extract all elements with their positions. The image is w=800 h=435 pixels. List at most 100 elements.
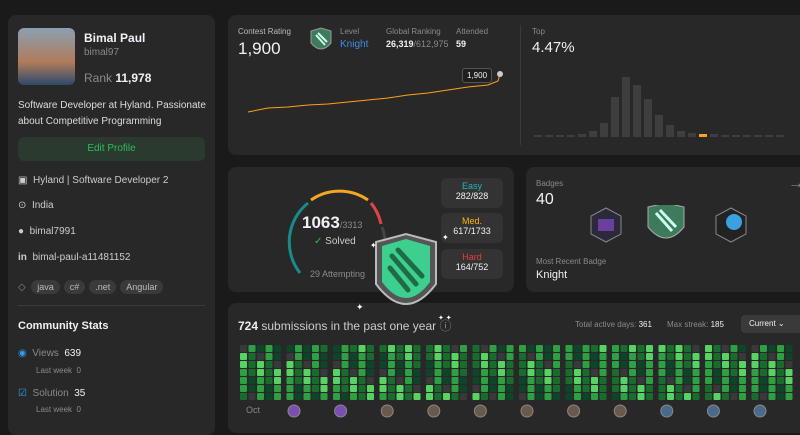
heatmap-cell	[286, 345, 294, 352]
heatmap-cell	[506, 385, 514, 392]
heatmap-cell	[692, 377, 700, 384]
github[interactable]: ● bimal7991	[18, 226, 76, 237]
heatmap-cell	[498, 361, 505, 368]
heatmap-cell	[739, 385, 746, 392]
active-value: 361	[638, 320, 652, 329]
heatmap-cell	[320, 393, 328, 400]
heatmap-cell	[599, 353, 607, 360]
heatmap-cell	[620, 385, 628, 392]
max-streak: Max streak: 185	[667, 320, 724, 329]
heatmap-cell	[489, 361, 497, 368]
heatmap-cell	[705, 361, 712, 368]
histogram-bar	[578, 134, 586, 137]
heatmap-cell	[341, 361, 349, 368]
linkedin[interactable]: in bimal-paul-a11481152	[18, 252, 131, 263]
heatmap-cell	[405, 385, 412, 392]
location: ⊙ India	[18, 200, 54, 211]
heatmap-cell	[684, 353, 691, 360]
histogram-bar	[556, 135, 564, 137]
edit-profile-button[interactable]: Edit Profile	[18, 137, 205, 161]
heatmap-cell	[489, 393, 497, 400]
heatmap-cell	[768, 353, 776, 360]
heatmap-cell	[320, 377, 328, 384]
heatmap-cell	[265, 369, 273, 376]
heatmap-cell	[426, 361, 433, 368]
heatmap-cell	[527, 393, 535, 400]
heatmap-cell	[286, 393, 294, 400]
heatmap-cell	[265, 353, 273, 360]
heatmap-cell	[379, 361, 387, 368]
heatmap-cell	[553, 385, 560, 392]
heatmap-cell	[240, 377, 247, 384]
month-badge	[520, 404, 534, 418]
heatmap-cell	[544, 369, 552, 376]
heatmap-cell	[612, 393, 619, 400]
heatmap-cell	[527, 353, 535, 360]
heatmap-cell	[303, 393, 311, 400]
heatmap-cell	[405, 345, 412, 352]
heatmap-cell	[637, 353, 645, 360]
heatmap-cell	[358, 353, 366, 360]
heatmap-cell	[274, 345, 281, 352]
heatmap-cell	[498, 353, 505, 360]
heatmap-cell	[396, 361, 404, 368]
heatmap-cell	[295, 361, 302, 368]
histogram-bar	[567, 135, 575, 137]
heatmap-cell	[667, 393, 674, 400]
histogram-bar	[765, 135, 773, 137]
heatmap-cell	[612, 377, 619, 384]
heatmap-cell	[536, 353, 543, 360]
heatmap-cell	[713, 393, 721, 400]
year-selector[interactable]: Current ⌄	[741, 315, 800, 333]
heatmap-cell	[768, 393, 776, 400]
heatmap-cell	[637, 377, 645, 384]
heatmap-cell	[536, 345, 543, 352]
heatmap-cell	[320, 385, 328, 392]
heatmap-cell	[544, 377, 552, 384]
heatmap-cell	[629, 385, 636, 392]
heatmap-cell	[519, 393, 526, 400]
heatmap-cell	[620, 361, 628, 368]
heatmap-cell	[396, 353, 404, 360]
heatmap-cell	[646, 353, 653, 360]
heatmap-cell	[341, 345, 349, 352]
heatmap-cell	[646, 393, 653, 400]
month-badge	[427, 404, 441, 418]
heatmap-cell	[599, 393, 607, 400]
next-arrow[interactable]: →	[788, 175, 800, 192]
heatmap-cell	[536, 393, 543, 400]
heatmap-cell	[574, 345, 581, 352]
heatmap-cell	[582, 361, 590, 368]
heatmap-cell	[684, 369, 691, 376]
heatmap-cell	[751, 377, 759, 384]
heatmap-cell	[333, 385, 340, 392]
heatmap-cell	[443, 345, 450, 352]
heatmap-cell	[730, 385, 738, 392]
heatmap-cell	[312, 393, 319, 400]
heatmap-cell	[658, 369, 666, 376]
heatmap-cell	[481, 361, 488, 368]
heatmap-cell	[333, 369, 340, 376]
heatmap-cell	[675, 361, 683, 368]
heatmap-cell	[646, 377, 653, 384]
heatmap-cell	[413, 385, 421, 392]
level: Knight	[340, 39, 369, 50]
heatmap-cell	[413, 353, 421, 360]
level-label: Easy	[461, 181, 482, 191]
heatmap-cell	[274, 361, 281, 368]
histogram-bar	[589, 131, 597, 137]
heatmap-cell	[519, 353, 526, 360]
active-days: Total active days: 361	[575, 320, 652, 329]
heatmap-cell	[713, 353, 721, 360]
heatmap-cell	[350, 361, 357, 368]
heatmap-cell	[413, 345, 421, 352]
rating-label: Contest Rating	[238, 27, 291, 36]
heatmap-cell	[777, 385, 784, 392]
heatmap-cell	[498, 393, 505, 400]
heatmap-cell	[489, 377, 497, 384]
heatmap-cell	[599, 377, 607, 384]
rating-line	[247, 73, 501, 113]
heatmap-cell	[620, 393, 628, 400]
histogram-bar	[732, 135, 740, 137]
heatmap-cell	[713, 345, 721, 352]
